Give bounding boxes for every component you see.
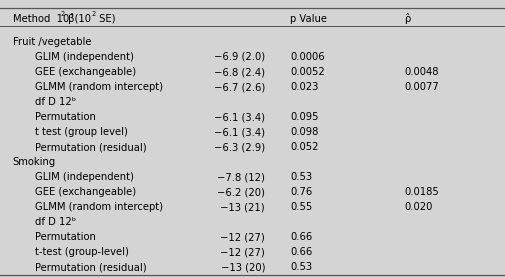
Text: Permutation (residual): Permutation (residual)	[35, 262, 147, 272]
Text: GLIM (independent): GLIM (independent)	[35, 52, 134, 62]
Text: 0.023: 0.023	[290, 82, 319, 92]
Text: GLMM (random intercept): GLMM (random intercept)	[35, 82, 163, 92]
Text: GLMM (random intercept): GLMM (random intercept)	[35, 202, 163, 212]
Text: 0.052: 0.052	[290, 142, 319, 152]
Text: −6.1 (3.4): −6.1 (3.4)	[214, 112, 265, 122]
Text: SE): SE)	[96, 14, 116, 24]
Text: Method  10: Method 10	[13, 14, 69, 24]
Text: −6.2 (20): −6.2 (20)	[217, 187, 265, 197]
Text: 0.0006: 0.0006	[290, 52, 325, 62]
Text: β̂(10: β̂(10	[65, 13, 90, 24]
Text: ρ̂: ρ̂	[404, 13, 410, 24]
Text: 0.55: 0.55	[290, 202, 313, 212]
Text: −6.9 (2.0): −6.9 (2.0)	[214, 52, 265, 62]
Text: 2: 2	[92, 11, 96, 17]
Text: 0.0052: 0.0052	[290, 67, 325, 77]
Text: −13 (20): −13 (20)	[221, 262, 265, 272]
Text: t test (group level): t test (group level)	[35, 127, 128, 137]
Text: −6.1 (3.4): −6.1 (3.4)	[214, 127, 265, 137]
Text: 0.020: 0.020	[404, 202, 432, 212]
Text: −12 (27): −12 (27)	[220, 232, 265, 242]
Text: 2: 2	[60, 11, 64, 17]
Text: GEE (exchangeable): GEE (exchangeable)	[35, 187, 136, 197]
Text: 0.095: 0.095	[290, 112, 319, 122]
Text: 0.098: 0.098	[290, 127, 319, 137]
Text: 0.66: 0.66	[290, 247, 313, 257]
Text: −12 (27): −12 (27)	[220, 247, 265, 257]
Text: Smoking: Smoking	[13, 157, 56, 167]
Text: 0.0077: 0.0077	[404, 82, 439, 92]
Text: 0.53: 0.53	[290, 172, 313, 182]
Text: Permutation: Permutation	[35, 112, 96, 122]
Text: p Value: p Value	[290, 14, 327, 24]
Text: GEE (exchangeable): GEE (exchangeable)	[35, 67, 136, 77]
Text: 0.66: 0.66	[290, 232, 313, 242]
Text: 0.0048: 0.0048	[404, 67, 438, 77]
Text: −6.7 (2.6): −6.7 (2.6)	[214, 82, 265, 92]
Text: Permutation: Permutation	[35, 232, 96, 242]
Text: −6.8 (2.4): −6.8 (2.4)	[214, 67, 265, 77]
Text: t-test (group-level): t-test (group-level)	[35, 247, 129, 257]
Text: −7.8 (12): −7.8 (12)	[217, 172, 265, 182]
Text: Fruit /vegetable: Fruit /vegetable	[13, 37, 91, 47]
Text: −6.3 (2.9): −6.3 (2.9)	[214, 142, 265, 152]
Text: −13 (21): −13 (21)	[221, 202, 265, 212]
Text: GLIM (independent): GLIM (independent)	[35, 172, 134, 182]
Text: 0.53: 0.53	[290, 262, 313, 272]
Text: 0.76: 0.76	[290, 187, 313, 197]
Text: 0.0185: 0.0185	[404, 187, 439, 197]
Text: df D 12ᵇ: df D 12ᵇ	[35, 97, 76, 107]
Text: Permutation (residual): Permutation (residual)	[35, 142, 147, 152]
Text: df D 12ᵇ: df D 12ᵇ	[35, 217, 76, 227]
